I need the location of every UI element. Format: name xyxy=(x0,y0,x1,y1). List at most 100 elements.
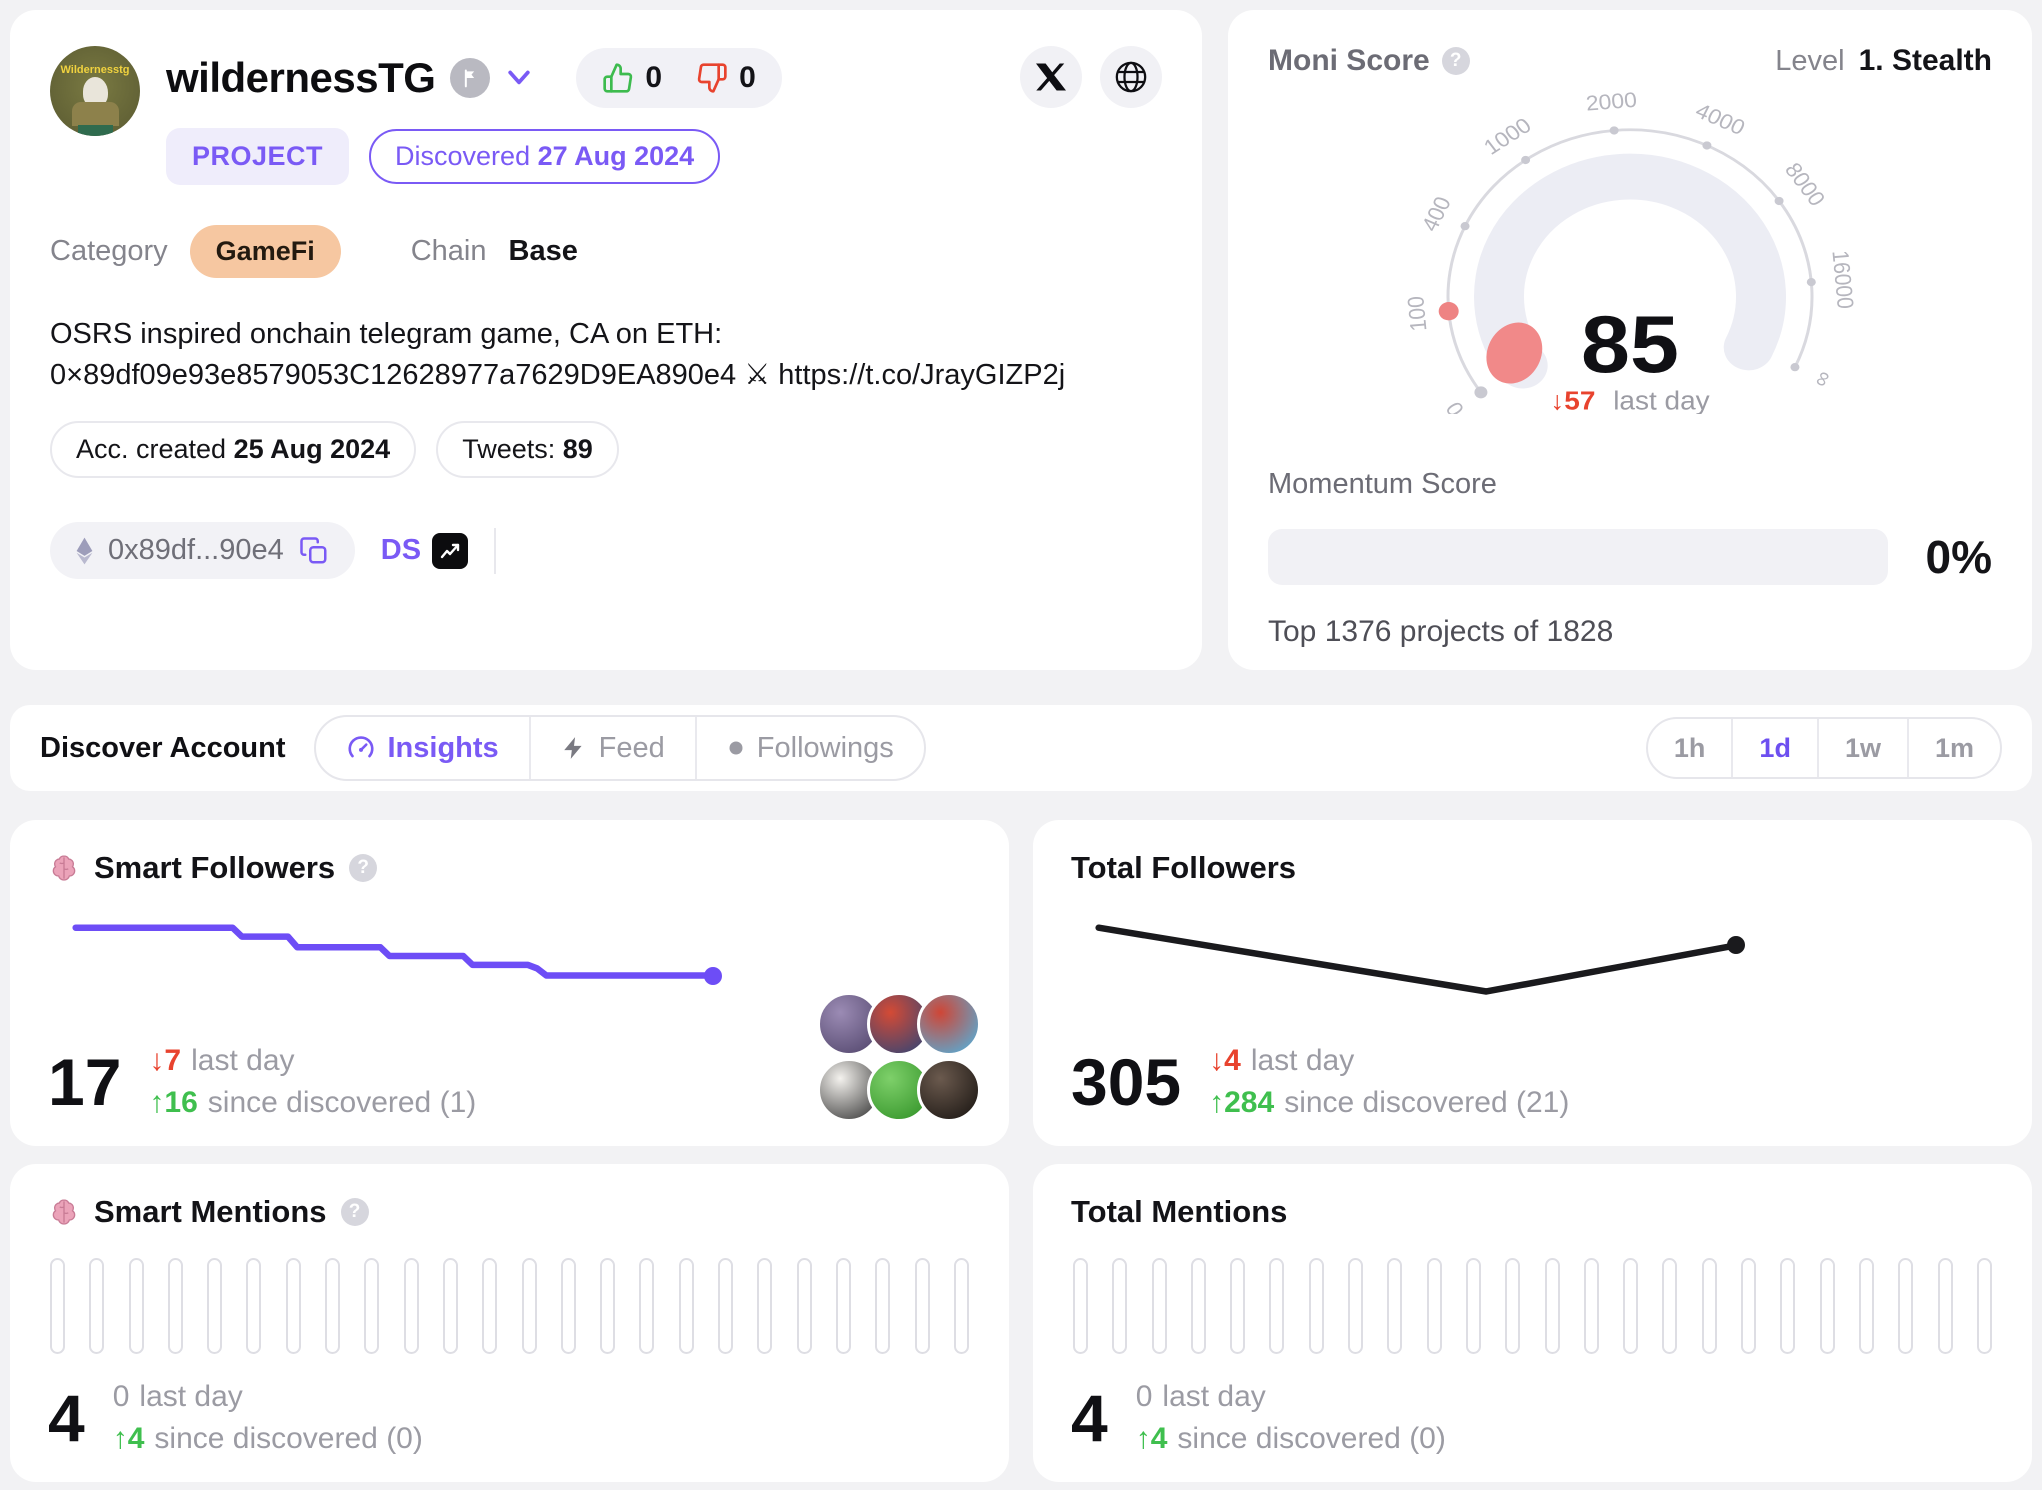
profile-description: OSRS inspired onchain telegram game, CA … xyxy=(50,318,1066,391)
thumbs-up-icon xyxy=(603,63,633,93)
range-1d[interactable]: 1d xyxy=(1731,719,1817,777)
avatar-label: Wildernesstg xyxy=(60,64,130,76)
delta-since-discovered: ↑284 since discovered (21) xyxy=(1209,1086,1570,1119)
svg-text:∞: ∞ xyxy=(1808,368,1839,392)
card-title: Smart Followers xyxy=(94,850,336,885)
delta-last-day: 0 last day xyxy=(1135,1380,1266,1413)
website-button[interactable] xyxy=(1100,46,1162,108)
time-range-selector: 1h 1d 1w 1m xyxy=(1645,717,2002,779)
smart-mentions-card: Smart Mentions 4 0 last day ↑4 since dis… xyxy=(10,1164,1009,1482)
x-link-button[interactable] xyxy=(1020,46,1082,108)
card-title: Smart Mentions xyxy=(94,1194,327,1229)
chevron-down-icon[interactable] xyxy=(505,67,533,89)
follower-avatar[interactable] xyxy=(917,1058,981,1122)
delta-last-day: ↓4 last day xyxy=(1209,1044,1355,1077)
delta-last-day: 0 last day xyxy=(112,1380,243,1413)
range-1h[interactable]: 1h xyxy=(1648,719,1732,777)
flag-badge[interactable] xyxy=(450,58,491,98)
globe-icon xyxy=(1115,61,1147,93)
discovered-badge: Discovered 27 Aug 2024 xyxy=(369,129,721,184)
card-title: Total Followers xyxy=(1071,850,1297,885)
moni-score-title: Moni Score xyxy=(1268,44,1430,77)
svg-text:400: 400 xyxy=(1416,193,1456,235)
speedometer-icon xyxy=(347,736,374,758)
svg-text:2000: 2000 xyxy=(1585,88,1638,116)
total-mentions-chart xyxy=(1073,1258,1992,1354)
follower-avatar[interactable] xyxy=(917,992,981,1056)
momentum-progress-bar xyxy=(1268,529,1888,585)
smart-followers-chart xyxy=(48,910,971,1034)
contract-address-pill[interactable]: 0x89df...90e4 xyxy=(50,522,355,580)
divider xyxy=(494,527,497,574)
svg-text:100: 100 xyxy=(1402,295,1431,332)
tab-insights[interactable]: Insights xyxy=(316,717,529,779)
smart-mentions-value: 4 xyxy=(48,1381,85,1455)
rank-text: Top 1376 projects of 1828 xyxy=(1268,615,1614,648)
momentum-title: Momentum Score xyxy=(1268,468,1497,500)
moni-score-value: 85 xyxy=(1581,299,1679,389)
tweets-pill: Tweets: 89 xyxy=(436,421,619,479)
vote-pill: 0 0 xyxy=(576,48,782,108)
contract-address: 0x89df...90e4 xyxy=(108,534,284,567)
dexscreener-icon xyxy=(432,532,469,569)
total-followers-card: Total Followers 305 ↓4 last day ↑284 sin… xyxy=(1033,820,2032,1146)
svg-text:8000: 8000 xyxy=(1780,158,1831,210)
moni-score-card: Moni Score Level 1. Stealth 0 100 400 1000 2… xyxy=(1228,10,2032,670)
total-mentions-value: 4 xyxy=(1071,1381,1108,1455)
level-label: Level xyxy=(1775,45,1845,77)
smart-mentions-chart xyxy=(50,1258,969,1354)
thumbs-down-button[interactable]: 0 xyxy=(696,61,756,95)
help-icon[interactable] xyxy=(349,854,378,882)
flag-icon xyxy=(465,69,475,88)
range-1w[interactable]: 1w xyxy=(1816,719,1907,777)
downvote-count: 0 xyxy=(739,61,756,94)
svg-text:16000: 16000 xyxy=(1827,249,1859,309)
help-icon[interactable] xyxy=(1441,47,1470,75)
delta-since-discovered: ↑4 since discovered (0) xyxy=(112,1422,423,1455)
momentum-section: Momentum Score 0% Top 1376 projects of 1… xyxy=(1268,438,1992,649)
delta-since-discovered: ↑16 since discovered (1) xyxy=(149,1086,477,1119)
card-title: Total Mentions xyxy=(1071,1194,1288,1229)
project-badge: PROJECT xyxy=(166,128,350,185)
avatar: Wildernesstg xyxy=(50,46,140,136)
eth-icon xyxy=(76,537,93,565)
profile-card: Wildernesstg wildernessTG xyxy=(10,10,1202,670)
page-title: wildernessTG xyxy=(166,54,436,101)
total-followers-value: 305 xyxy=(1071,1045,1182,1119)
chain-label: Chain xyxy=(410,235,487,267)
svg-text:0: 0 xyxy=(1441,397,1470,414)
view-tabs: Insights Feed Followings xyxy=(313,715,926,781)
dexscreener-link[interactable]: DS xyxy=(381,532,469,569)
total-followers-chart xyxy=(1071,910,1994,1034)
delta-last-day: ↓7 last day xyxy=(149,1044,295,1077)
svg-text:1000: 1000 xyxy=(1479,113,1536,159)
bolt-icon xyxy=(563,737,582,759)
category-label: Category xyxy=(50,235,168,267)
category-badge[interactable]: GameFi xyxy=(189,225,341,278)
level-value: 1. Stealth xyxy=(1858,44,1992,77)
help-icon[interactable] xyxy=(340,1198,369,1226)
moni-score-delta: ↓57 last day xyxy=(1550,386,1710,414)
total-mentions-card: Total Mentions 4 0 last day ↑4 since dis… xyxy=(1033,1164,2032,1482)
toolbar-title: Discover Account xyxy=(40,731,286,764)
thumbs-up-button[interactable]: 0 xyxy=(602,61,662,95)
range-1m[interactable]: 1m xyxy=(1906,719,2000,777)
svg-text:4000: 4000 xyxy=(1692,98,1749,139)
upvote-count: 0 xyxy=(645,61,663,94)
account-created-pill: Acc. created 25 Aug 2024 xyxy=(50,421,417,479)
copy-icon[interactable] xyxy=(299,536,329,566)
momentum-value: 0% xyxy=(1925,531,1992,583)
smart-followers-value: 17 xyxy=(48,1045,122,1119)
discover-account-bar: Discover Account Insights Feed Following… xyxy=(10,705,2032,791)
brain-icon xyxy=(52,1199,76,1225)
tab-feed[interactable]: Feed xyxy=(528,717,695,779)
brain-icon xyxy=(52,855,76,881)
dot-icon xyxy=(729,741,743,755)
smart-followers-card: Smart Followers 17 ↓7 last day ↑16 since… xyxy=(10,820,1009,1146)
moni-score-gauge: 0 100 400 1000 2000 4000 8000 16000 ∞ 85 ↓57 las… xyxy=(1402,88,1859,414)
smart-follower-avatars[interactable] xyxy=(817,992,981,1124)
x-icon xyxy=(1036,63,1066,91)
chain-value: Base xyxy=(508,235,578,267)
tab-followings[interactable]: Followings xyxy=(694,717,924,779)
